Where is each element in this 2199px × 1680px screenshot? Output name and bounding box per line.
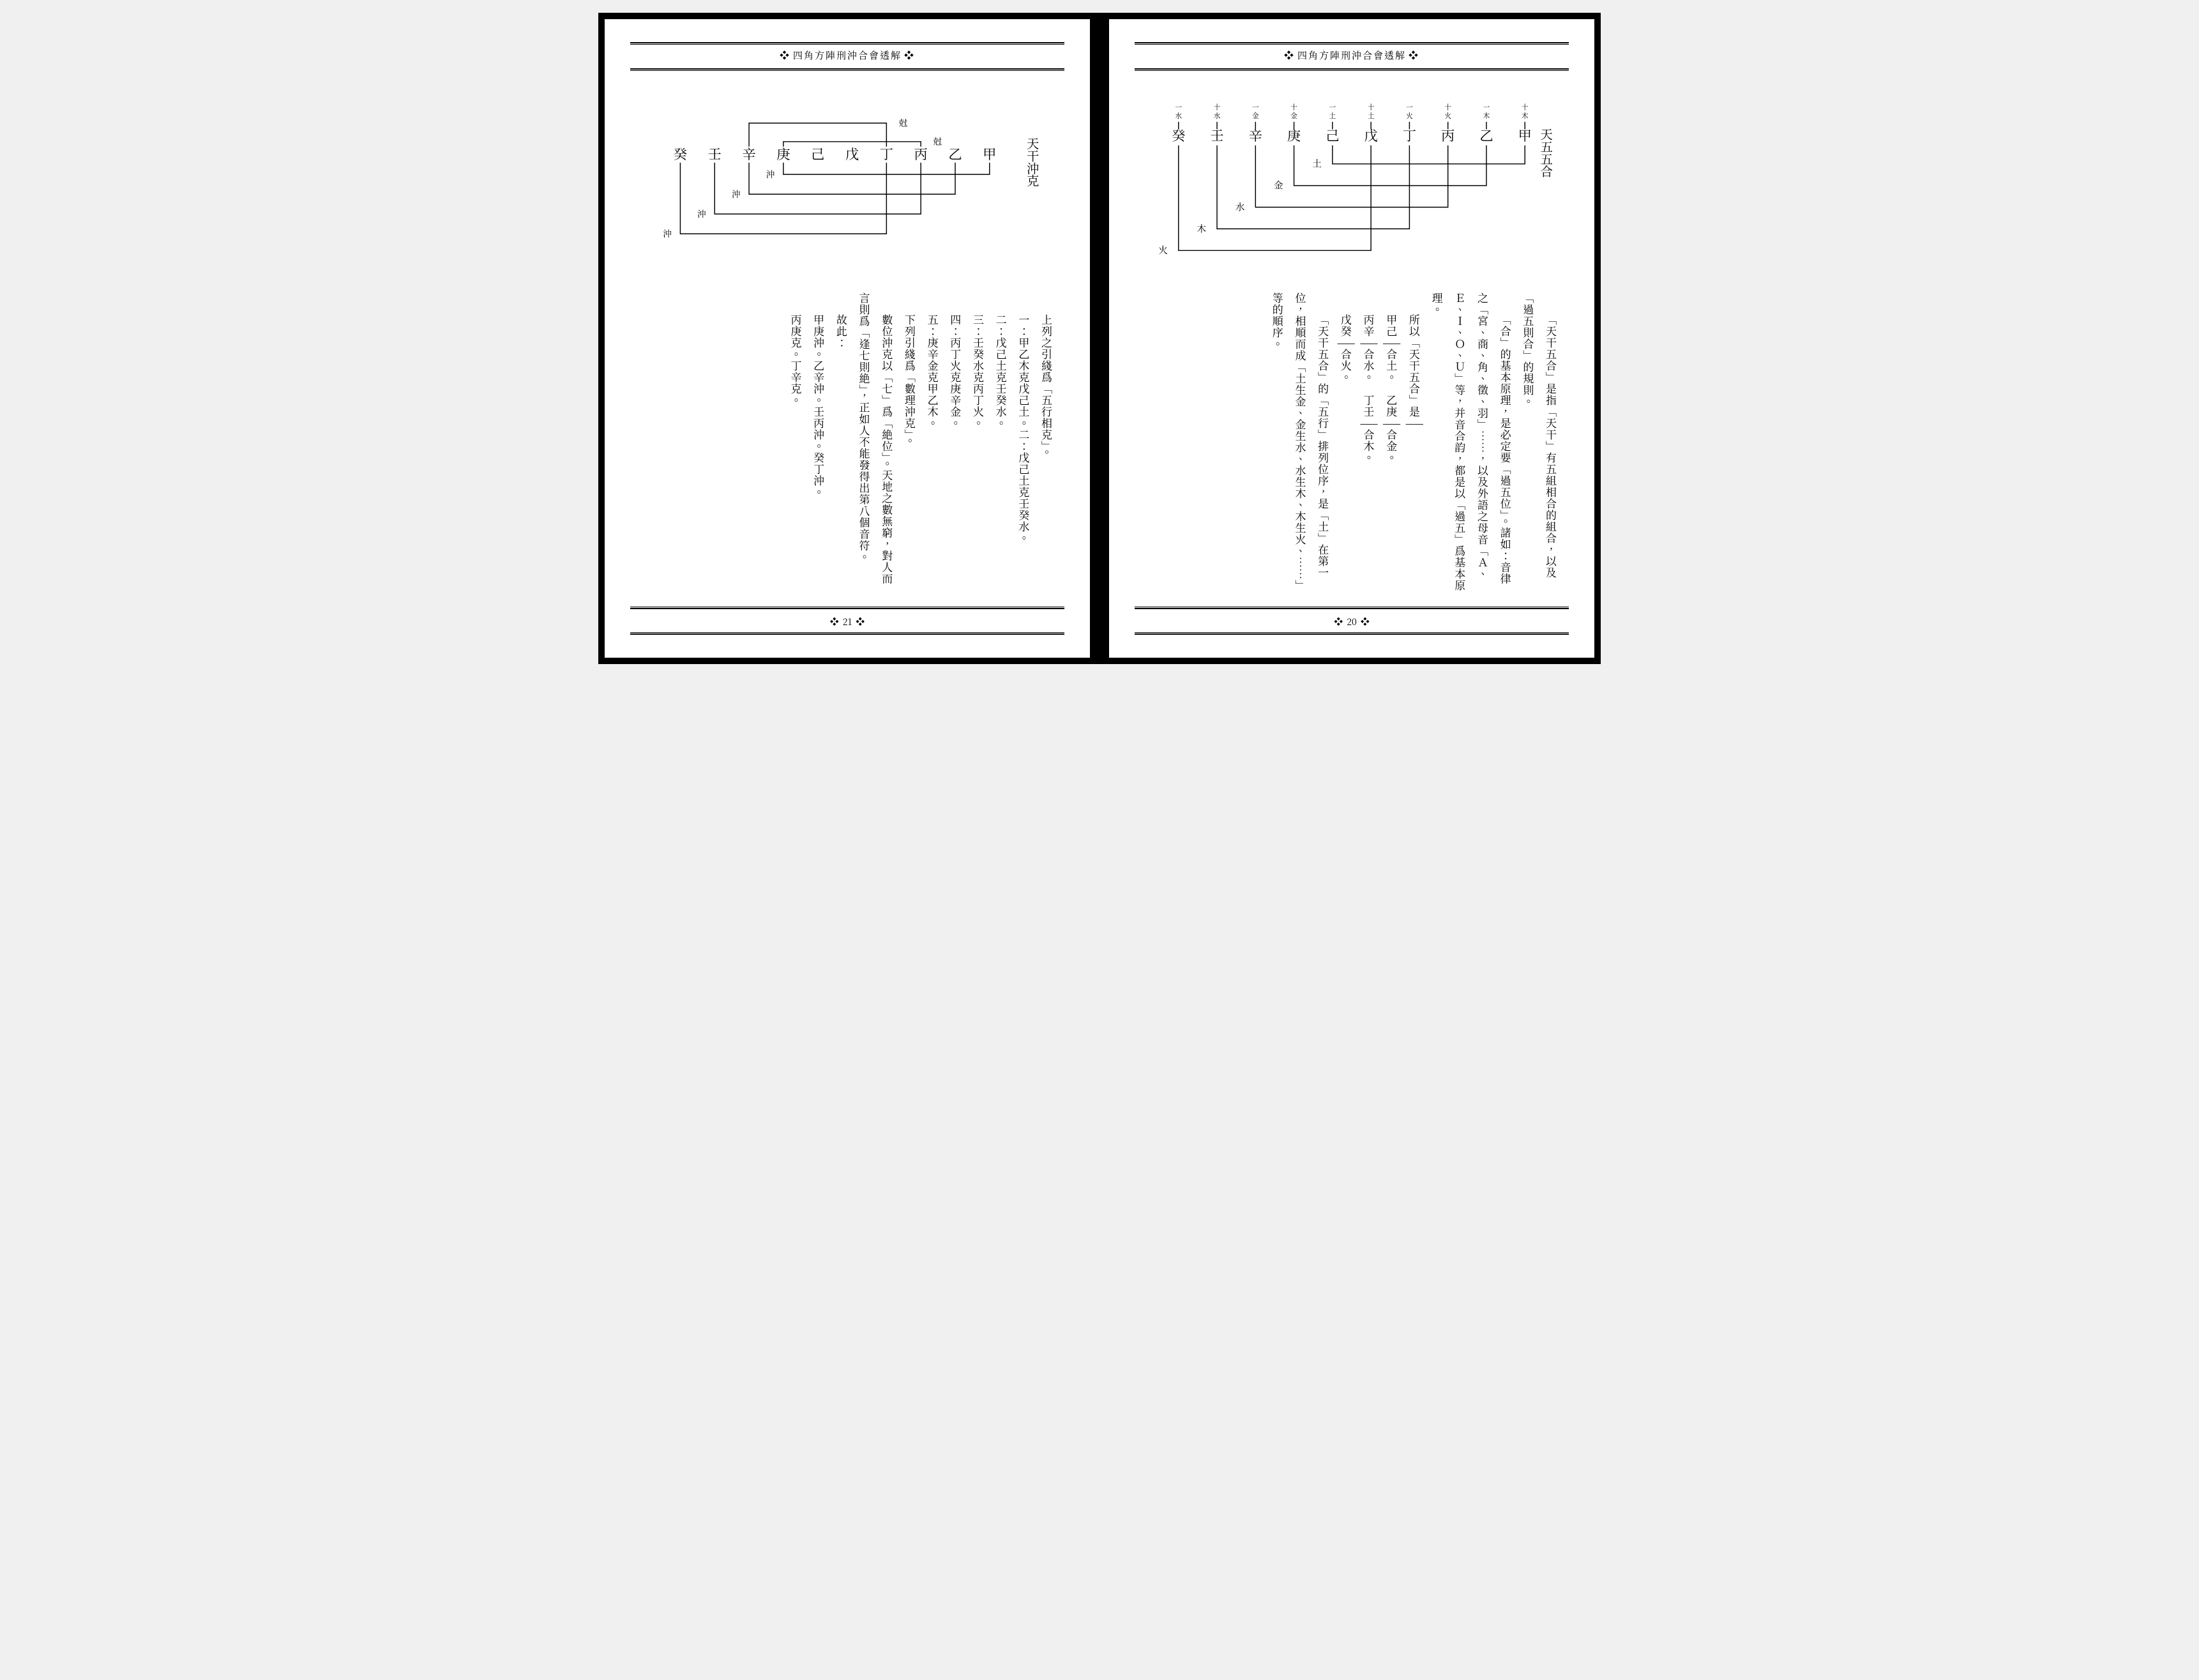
svg-text:火: 火 [1158,243,1168,257]
page-number-left: 21 [630,613,1064,631]
page-number-right: 20 [1135,613,1569,631]
p: 戊癸——合火。 [1338,314,1354,383]
p: 「天干五合」的「五行」排列位序，是「土」在第一位，相順而成「土生金、金生水、水生… [1270,292,1331,591]
svg-text:癸: 癸 [674,144,687,163]
p: 上列之引綫爲「五行相克」。 [1039,314,1055,458]
svg-text:尅: 尅 [899,116,908,129]
svg-text:乙: 乙 [948,144,962,163]
svg-text:水: 水 [1214,111,1221,121]
footer-rule-top [1135,607,1569,609]
svg-text:金: 金 [1290,111,1297,121]
svg-text:沖: 沖 [766,167,775,180]
svg-text:水: 水 [1175,111,1182,121]
p: 所以「天干五合」是—— [1407,314,1423,429]
diagram-chongke: 癸壬辛庚己戊丁丙乙甲 尅尅沖沖沖沖 天干沖克 [630,72,1064,283]
header-title: 四角方陣刑沖合會透解 [630,46,1064,64]
svg-text:水: 水 [1236,200,1245,213]
svg-text:戊: 戊 [845,144,859,163]
svg-text:金: 金 [1252,111,1259,121]
book-spread: 四角方陣刑沖合會透解 癸壬辛庚己戊丁丙乙甲 尅尅沖沖沖沖 天干沖克 上列之引綫爲… [598,13,1601,664]
svg-text:甲: 甲 [983,144,996,163]
p: 數位沖克以「七」爲「絶位」。天地之數無窮，對人而言則爲「逢七則絶」，正如人不能發… [857,292,896,585]
svg-text:火: 火 [1406,111,1413,121]
header-rule-bottom [1135,68,1569,71]
p: 二：戊己土克壬癸水。 [994,314,1009,429]
header-title: 四角方陣刑沖合會透解 [1135,46,1569,64]
svg-text:木: 木 [1197,222,1207,235]
page-left: 四角方陣刑沖合會透解 癸壬辛庚己戊丁丙乙甲 尅尅沖沖沖沖 天干沖克 上列之引綫爲… [605,19,1090,658]
p: 一：甲乙木克戊己土。二：戊己土克壬癸水。 [1016,314,1032,544]
svg-text:尅: 尅 [933,135,942,148]
header-rule-bottom [630,68,1064,71]
section-title-right: 天五五合 [1538,128,1555,178]
svg-text:壬: 壬 [708,144,722,163]
p: 甲庚沖。乙辛沖。壬丙沖。癸丁沖。 [811,314,827,498]
svg-text:木: 木 [1483,111,1490,121]
p: 下列引綫爲「數理沖克」。 [902,314,918,447]
body-text-left: 上列之引綫爲「五行相克」。 一：甲乙木克戊己土。二：戊己土克壬癸水。 二：戊己土… [630,283,1064,605]
p: 「天干五合」是指「天干」有五組相合的組合，以及「過五則合」的規則。 [1520,292,1559,579]
header-rule-top [1135,42,1569,45]
svg-text:沖: 沖 [697,207,706,220]
svg-text:木: 木 [1522,111,1529,121]
p: 四：丙丁火克庚辛金。 [948,314,963,429]
footer-rule-top [630,607,1064,609]
header-rule-top [630,42,1064,45]
footer-rule-bottom [1135,632,1569,635]
svg-text:庚: 庚 [776,144,790,163]
svg-text:火: 火 [1444,111,1451,121]
p: 甲己——合土。 乙庚——合金。 [1384,314,1400,464]
section-title-left: 天干沖克 [1024,137,1042,186]
p: 丙庚克。丁辛克。 [788,314,804,406]
svg-text:土: 土 [1368,111,1375,121]
p: 故此： [834,314,850,349]
page-right: 四角方陣刑沖合會透解 癸一水壬十水辛一金庚十金己一土戊十土丁一火丙十火乙一木甲十… [1109,19,1594,658]
body-text-right: 「天干五合」是指「天干」有五組相合的組合，以及「過五則合」的規則。 「合」的基本… [1135,283,1569,605]
p: 丙辛——合水。 丁壬——合木。 [1361,314,1377,464]
svg-text:沖: 沖 [732,187,741,200]
p: 五：庚辛金克甲乙木。 [925,314,941,429]
p: 三：壬癸水克丙丁火。 [971,314,986,429]
svg-text:土: 土 [1312,157,1322,170]
svg-text:金: 金 [1274,178,1283,192]
svg-text:丁: 丁 [880,144,893,163]
svg-text:己: 己 [811,144,824,163]
diagram-wuhe: 癸一水壬十水辛一金庚十金己一土戊十土丁一火丙十火乙一木甲十木 土金水木火 天五五… [1135,72,1569,283]
svg-text:沖: 沖 [663,227,672,239]
svg-text:丙: 丙 [914,144,928,163]
p: 「合」的基本原理，是必定要「過五位」。諸如：音律之「宮、商、角、徵、羽」……，以… [1430,292,1514,591]
svg-text:土: 土 [1329,111,1336,121]
footer-rule-bottom [630,632,1064,635]
svg-text:辛: 辛 [742,144,755,163]
